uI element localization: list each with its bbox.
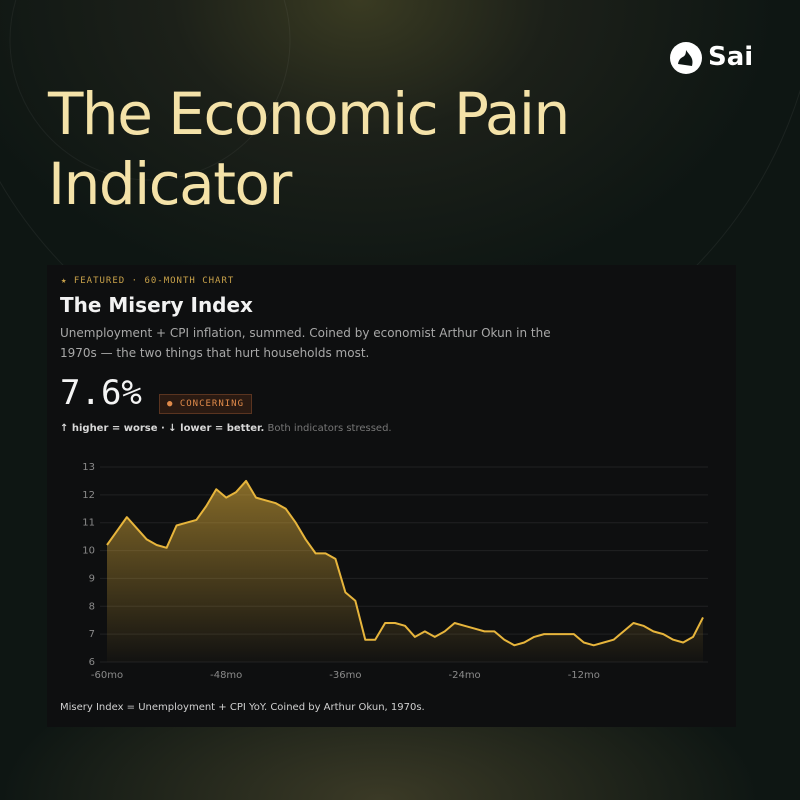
eyebrow: ★ FEATURED · 60-MONTH CHART [61, 276, 235, 286]
x-tick-label: -48mo [210, 670, 242, 681]
x-tick-label: -24mo [448, 670, 480, 681]
y-tick-label: 8 [89, 601, 95, 612]
description: 1970s — the two things that hurt househo… [60, 346, 370, 360]
line [106, 479, 704, 647]
y-tick-label: 7 [89, 629, 95, 640]
y-tick-label: 9 [89, 573, 95, 584]
y-tick-label: 6 [89, 657, 95, 668]
legend-note-strong: ↑ higher = worse · ↓ lower = better. [60, 423, 265, 434]
brand-name: Sai [708, 42, 754, 72]
current-value: 7.6% [60, 373, 142, 413]
x-tick-label: -36mo [329, 670, 361, 681]
area [107, 480, 703, 662]
headline: The Economic Pain [48, 80, 570, 148]
description: Unemployment + CPI inflation, summed. Co… [60, 326, 551, 340]
y-tick-label: 11 [82, 518, 95, 529]
x-tick-label: -12mo [568, 670, 600, 681]
legend-note: ↑ higher = worse · ↓ lower = better. Bot… [60, 423, 392, 434]
y-tick-label: 12 [82, 490, 95, 501]
headline: Indicator [48, 150, 292, 218]
y-tick-label: 10 [82, 546, 95, 557]
brand-icon [670, 42, 702, 74]
x-tick-label: -60mo [91, 670, 123, 681]
card-title: The Misery Index [60, 293, 253, 317]
legend-note-extra: Both indicators stressed. [267, 423, 392, 434]
y-tick-label: 13 [82, 462, 95, 473]
footnote: Misery Index = Unemployment + CPI YoY. C… [60, 702, 425, 713]
status-badge: ● CONCERNING [159, 394, 253, 414]
